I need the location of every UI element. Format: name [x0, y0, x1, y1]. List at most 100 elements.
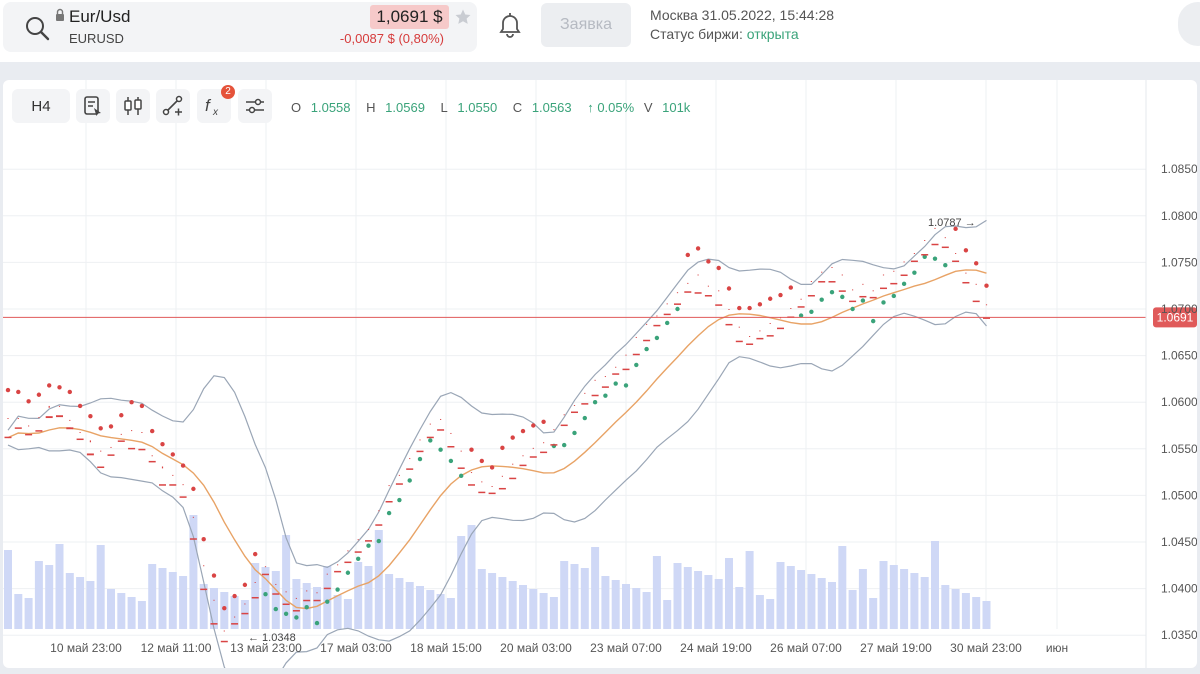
candle-body	[725, 323, 733, 326]
volume-bar	[199, 584, 208, 629]
volume-bar	[426, 590, 435, 629]
search-icon[interactable]	[23, 14, 51, 42]
volume-bar	[900, 569, 909, 629]
sar-dot	[47, 383, 52, 388]
sar-dot	[201, 537, 206, 542]
price-chart[interactable]: 1.0691 ← 1.0348 1.0787 → 1.0850 1.0800 1.075…	[3, 80, 1197, 668]
sar-dot	[211, 573, 217, 578]
sar-dot	[788, 285, 793, 290]
volume-bar	[282, 535, 291, 629]
chart-params-button[interactable]	[238, 89, 272, 123]
candle-body	[869, 296, 877, 299]
y-tick-label: 1.0600	[1161, 395, 1197, 409]
candle-body	[437, 429, 445, 431]
candle-body	[735, 340, 743, 343]
volume-bar	[838, 546, 847, 629]
sar-dot	[891, 293, 896, 299]
low-annotation: ← 1.0348	[248, 632, 296, 644]
candle-body	[478, 491, 486, 494]
chart-panel: 1.0691 ← 1.0348 1.0787 → 1.0850 1.0800 1.075…	[3, 80, 1197, 668]
sar-dot	[304, 605, 309, 610]
x-tick-label: 24 май 19:00	[680, 641, 752, 655]
round-action-button[interactable]	[1178, 2, 1200, 46]
bollinger-lower-line	[7, 311, 987, 668]
candle-body	[643, 339, 651, 342]
candle-body	[292, 610, 300, 612]
volume-bar	[642, 592, 651, 629]
sar-dot	[572, 430, 577, 436]
sar-dot	[912, 270, 917, 275]
candle-body	[910, 260, 918, 263]
volume-bar	[786, 566, 795, 629]
candle-body	[972, 300, 980, 303]
volume-bar	[725, 558, 733, 629]
chart-type-button[interactable]	[116, 89, 150, 123]
ohlc-readout: O 1.0558 H 1.0569 L 1.0550 C 1.0563 ↑ 0.…	[291, 100, 702, 115]
candle-body	[56, 415, 63, 418]
current-price: 1,0691 $	[370, 5, 449, 29]
candle-body	[262, 573, 269, 576]
alert-bell-icon[interactable]	[497, 12, 523, 40]
sar-dot	[448, 458, 454, 464]
sar-dot	[283, 611, 289, 616]
x-tick-label: 13 май 23:00	[230, 641, 302, 655]
drawing-tools-button[interactable]	[156, 89, 190, 123]
sar-dot	[88, 413, 93, 419]
high-annotation: 1.0787 →	[928, 217, 976, 229]
chart-settings-button[interactable]	[76, 89, 110, 123]
candles-icon	[124, 97, 142, 115]
sar-dot	[520, 428, 526, 434]
exchange-status-label: Статус биржи:	[650, 26, 743, 42]
candle-body	[35, 430, 43, 432]
sar-dot	[932, 256, 938, 261]
candle-body	[777, 327, 784, 330]
candle-body	[138, 448, 146, 451]
order-button[interactable]: Заявка	[541, 3, 631, 47]
volume-bar	[910, 573, 919, 629]
sar-dot	[623, 383, 629, 388]
volume-bar	[920, 577, 929, 629]
volume-bar	[446, 598, 455, 629]
candle-body	[818, 281, 826, 283]
sar-dot	[489, 465, 495, 470]
candle-body	[169, 484, 177, 486]
candle-body	[354, 551, 362, 553]
volume-bar	[972, 597, 981, 629]
sar-dot	[459, 473, 464, 479]
volume-bar	[611, 580, 620, 629]
volume-bar	[189, 515, 198, 629]
sar-dot	[325, 599, 330, 604]
y-tick-label: 1.0700	[1161, 302, 1197, 316]
symbol-code: EURUSD	[69, 31, 124, 46]
volume-bar	[261, 567, 270, 629]
favorite-star-icon[interactable]	[454, 8, 472, 26]
sar-dot	[428, 438, 433, 443]
sar-dot	[294, 615, 299, 620]
candle-body	[983, 317, 990, 319]
candle-body	[159, 484, 166, 486]
candle-body	[200, 588, 208, 591]
function-fx-icon: f x	[205, 96, 219, 118]
candle-body	[601, 386, 609, 388]
timeframe-button[interactable]: H4	[12, 89, 70, 123]
candle-body	[704, 295, 712, 297]
indicators-button[interactable]: f x 2	[197, 85, 235, 123]
volume-bar	[941, 585, 950, 629]
volume-bar	[601, 576, 610, 629]
sar-dot	[644, 346, 649, 352]
symbol-card[interactable]: Eur/Usd EURUSD 1,0691 $ -0,0087 $ (0,80%…	[3, 2, 477, 52]
candle-body	[313, 599, 321, 602]
lock-icon	[56, 8, 64, 21]
candle-body	[4, 436, 12, 439]
volume-bar	[405, 582, 414, 629]
sar-dot	[417, 456, 423, 462]
x-tick-label: 12 май 11:00	[141, 641, 212, 655]
volume-bar	[807, 574, 816, 629]
candle-body	[715, 304, 723, 306]
sar-dot	[963, 248, 969, 253]
candle-body	[416, 450, 424, 453]
candle-body	[189, 538, 197, 540]
volume-bar	[343, 599, 352, 629]
volume-bar	[766, 599, 775, 629]
volume-bar	[570, 564, 579, 629]
